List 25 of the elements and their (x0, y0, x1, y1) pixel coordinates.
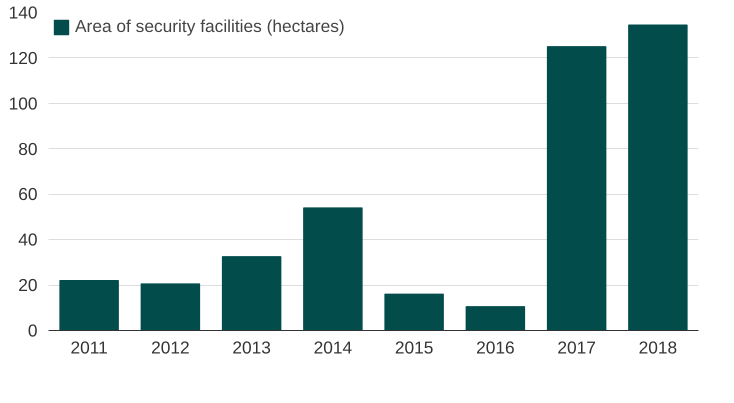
x-tick-label: 2018 (638, 338, 678, 358)
x-tick-label: 2017 (557, 338, 596, 358)
bar (546, 46, 606, 330)
bar (384, 294, 444, 330)
legend-label: Area of security facilities (hectares) (75, 16, 345, 37)
y-tick-label: 80 (18, 138, 38, 159)
bar (303, 207, 363, 330)
x-tick-label: 2013 (232, 338, 271, 358)
y-tick-label: 100 (8, 93, 38, 114)
bar (59, 280, 119, 330)
y-tick-label: 120 (8, 48, 38, 68)
bar (222, 256, 282, 330)
bar (466, 306, 526, 330)
bar (140, 283, 200, 330)
x-tick-label: 2016 (476, 338, 515, 358)
y-tick-label: 60 (18, 184, 38, 204)
y-tick-label: 140 (8, 2, 38, 22)
y-tick-label: 0 (28, 320, 38, 340)
y-tick-label: 20 (18, 275, 38, 296)
bar (628, 24, 688, 330)
x-tick-label: 2011 (70, 338, 108, 358)
x-tick-label: 2012 (151, 338, 190, 358)
y-tick-label: 40 (18, 230, 38, 250)
x-tick-label: 2014 (314, 338, 353, 358)
x-tick-label: 2015 (394, 338, 434, 358)
